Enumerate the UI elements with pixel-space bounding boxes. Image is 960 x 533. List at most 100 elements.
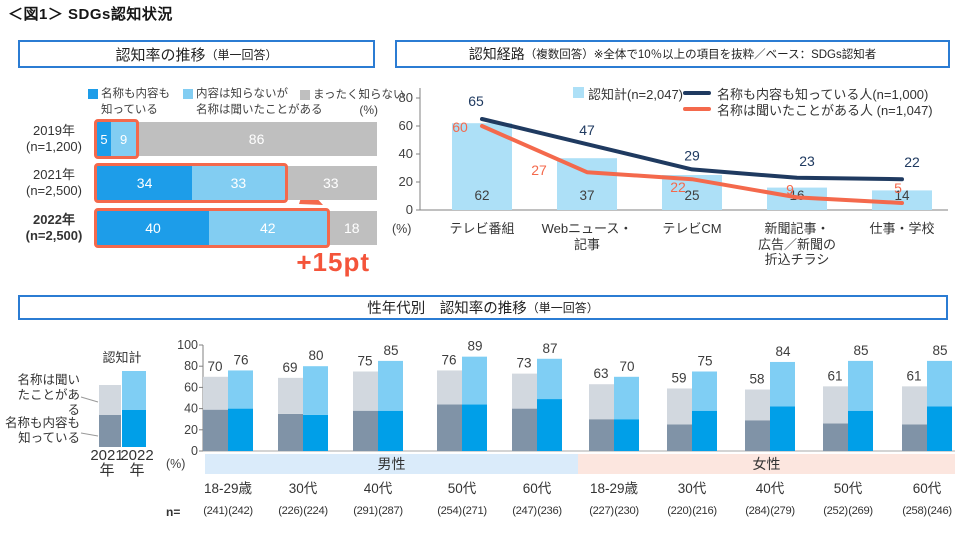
age-group-label: 60代	[522, 481, 552, 496]
mini-legend-heard-label: 名称は聞い たことがある	[17, 373, 80, 417]
n-value: (258)	[902, 505, 927, 517]
chart3-title: 性年代別 認知率の推移	[367, 301, 527, 317]
legend-item-heard: 内容は知らないが 名称は聞いたことがある	[183, 86, 323, 118]
row-label: 2021年 (n=2,500)	[25, 167, 82, 198]
age-group-label: 30代	[677, 481, 707, 496]
heard-segment	[512, 373, 537, 409]
known-segment	[745, 420, 770, 451]
n-value: (254)	[437, 505, 462, 517]
total-value-label: 85	[853, 343, 868, 358]
x-category-label: テレビ番組	[449, 221, 515, 236]
heard-segment	[303, 366, 328, 415]
heard-segment	[614, 376, 639, 420]
bar-value-label: 42	[260, 220, 276, 236]
chart3-unit: (%)	[166, 457, 186, 471]
highlight-box	[94, 163, 288, 203]
known-segment	[303, 414, 328, 451]
chart2-title: 認知経路	[468, 46, 525, 62]
y-tick-label: 40	[399, 146, 413, 161]
bar-value-label: 33	[230, 175, 247, 191]
mini-heard-segment	[122, 370, 146, 410]
heard-segment	[378, 360, 403, 411]
legend-label: 認知計(n=2,047)	[588, 87, 684, 102]
total-value-label: 58	[749, 372, 764, 387]
total-value-label: 70	[619, 359, 634, 374]
legend-item-known: 名称も内容も 知っている	[88, 86, 170, 118]
x-category-label: Webニュース・ 記事	[541, 221, 633, 252]
stacked-bar-row: 34 33 33	[97, 166, 377, 200]
page-title: ＜図1＞ SDGs認知状況	[8, 6, 173, 23]
total-value-label: 70	[207, 359, 222, 374]
legend-label: 内容は知らないが 名称は聞いたことがある	[196, 88, 323, 116]
bar-segment: 33	[284, 166, 377, 200]
n-value: (230)	[614, 505, 639, 517]
chart2-unit: (%)	[392, 222, 412, 236]
line-value-label: 65	[468, 93, 484, 109]
row-label: 2019年 (n=1,200)	[25, 123, 82, 154]
line-value-label: 22	[904, 154, 920, 170]
awareness-trend-chart: +15pt 2019年 (n=1,200) 5 9 86 2021年 (n=2,500) 34…	[14, 118, 384, 290]
total-value-label: 61	[906, 368, 921, 383]
navy-line-swatch-icon	[683, 91, 711, 95]
heard-swatch-icon	[183, 89, 193, 99]
known-segment	[228, 408, 253, 451]
heard-segment	[692, 371, 717, 411]
bar-value-label: 34	[136, 175, 153, 191]
line-value-label: 22	[670, 179, 686, 195]
chart1-header: 認知率の推移 （単一回答）	[18, 40, 375, 68]
bar-value-label: 40	[145, 220, 161, 236]
chart1-title: 認知率の推移	[115, 46, 206, 64]
orange-line-swatch-icon	[683, 107, 711, 111]
heard-segment	[770, 361, 795, 407]
n-value: (247)	[512, 505, 537, 517]
line-value-label: 60	[452, 119, 468, 135]
line-value-label: 27	[531, 162, 547, 178]
y-tick-label: 0	[406, 202, 413, 217]
age-group-label: 40代	[363, 481, 393, 496]
chart3-header: 性年代別 認知率の推移 （単一回答）	[18, 295, 948, 320]
total-bar-swatch-icon	[573, 87, 584, 98]
known-segment	[437, 404, 462, 451]
bar-value-label: 25	[684, 188, 699, 203]
n-value: (236)	[537, 505, 562, 517]
y-tick-label: 60	[399, 118, 413, 133]
legend-item-heard-line: 名称は聞いたことがある人 (n=1,047)	[683, 100, 933, 119]
total-bar	[557, 158, 617, 210]
heard-segment	[537, 358, 562, 400]
age-group-label: 50代	[447, 481, 477, 496]
x-category-label: 新聞記事・ 広告／新聞の 折込チラシ	[757, 221, 836, 267]
bar-value-label: 37	[579, 188, 594, 203]
mini-known-segment	[99, 415, 121, 447]
n-value: (226)	[278, 505, 303, 517]
female-band: 女性	[578, 454, 955, 474]
total-value-label: 87	[542, 341, 557, 356]
bar-value-label: 86	[248, 131, 265, 147]
bar-segment: 42	[209, 211, 327, 245]
n-value: (246)	[927, 505, 952, 517]
age-group-label: 60代	[912, 481, 942, 496]
mini-legend-total-label: 認知計	[102, 350, 142, 365]
total-value-label: 89	[467, 339, 482, 354]
x-category-label: テレビCM	[662, 221, 722, 236]
legend-label: 名称も内容も知っている人(n=1,000)	[717, 87, 929, 102]
age-group-label: 18-29歳	[589, 481, 639, 496]
heard-segment	[667, 388, 692, 425]
known-segment	[378, 410, 403, 451]
n-value: (216)	[692, 505, 717, 517]
heard-segment	[745, 389, 770, 421]
chart2-title-note: （複数回答）※全体で10％以上の項目を抜粋／ベース：SDGs認知者	[524, 49, 877, 61]
bar-value-label: 14	[894, 188, 910, 203]
age-group-label: 18-29歳	[203, 481, 253, 496]
known-line	[480, 117, 904, 182]
mini-legend-chart	[99, 360, 147, 447]
bar-value-label: 9	[119, 131, 128, 147]
known-swatch-icon	[88, 89, 98, 99]
legend-label: まったく知らない	[313, 89, 405, 101]
total-value-label: 85	[932, 343, 947, 358]
heard-segment	[228, 370, 253, 409]
total-value-label: 73	[516, 356, 531, 371]
total-value-label: 69	[282, 360, 297, 375]
heard-segment	[823, 386, 848, 424]
line-value-label: 23	[799, 153, 815, 169]
line-value-label: 29	[684, 147, 700, 163]
